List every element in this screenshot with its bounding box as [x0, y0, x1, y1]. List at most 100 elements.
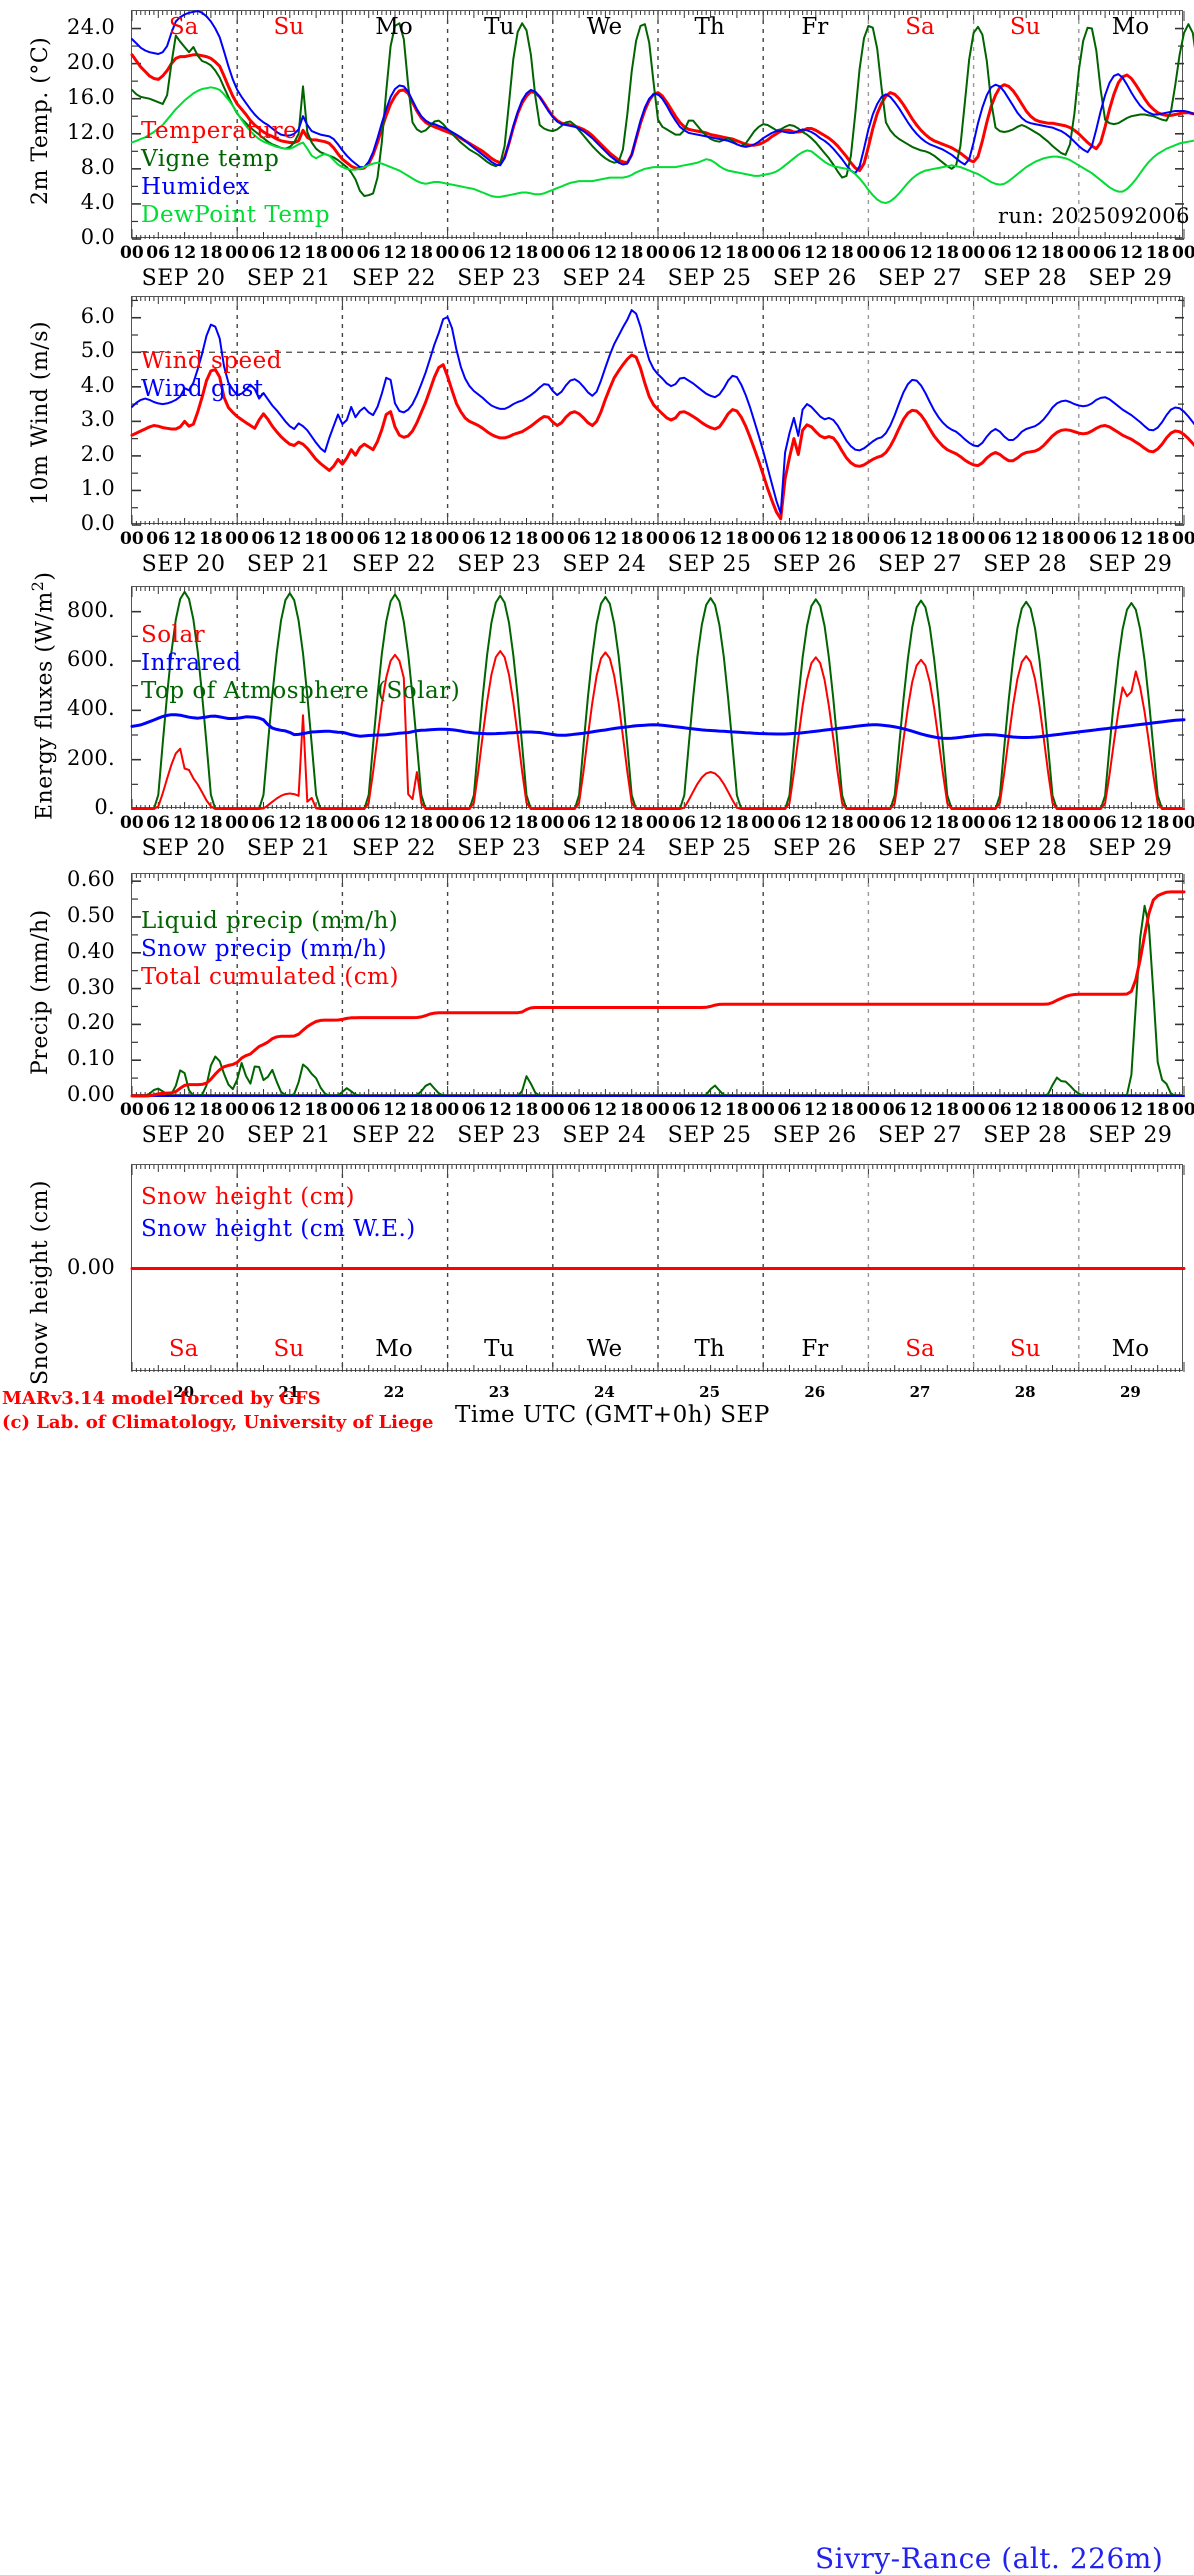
hour-tick-label: 00	[751, 1100, 775, 1120]
hour-tick-label: 00	[225, 1100, 249, 1120]
hour-tick-label: 06	[777, 813, 802, 833]
hour-tick-label: 00	[435, 1100, 460, 1120]
date-label: SEP 25	[667, 1123, 752, 1148]
hour-tick-label: 18	[619, 529, 644, 549]
hour-tick-label: 18	[304, 813, 328, 833]
hour-tick-label: 12	[172, 1100, 197, 1120]
legend-item-snow-precip-mm-h-: Snow precip (mm/h)	[141, 936, 388, 962]
date-label: SEP 22	[352, 266, 436, 291]
hour-tick-label: 06	[356, 529, 381, 549]
hour-tick-label: 00	[1066, 813, 1091, 833]
hour-tick-label: 12	[803, 1100, 828, 1120]
weekday-label-bottom: Mo	[1111, 1336, 1150, 1362]
y-tick-label: 16.0	[67, 84, 115, 109]
hour-tick-label: 12	[172, 243, 197, 263]
y-tick-label: 0.0	[80, 225, 115, 249]
series-dewpoint-temp	[131, 86, 1194, 204]
hour-tick-label: 00	[120, 243, 144, 263]
date-label: SEP 27	[878, 1123, 962, 1148]
hour-tick-label: 06	[672, 243, 696, 263]
hour-tick-label: 18	[1145, 1100, 1170, 1120]
hour-tick-label: 06	[672, 1100, 696, 1120]
series-temperature	[130, 53, 1194, 173]
legend-item-wind-gust: Wind gust	[141, 376, 264, 402]
date-label: SEP 26	[772, 1123, 857, 1148]
hour-tick-label: 12	[277, 529, 302, 549]
date-label: SEP 21	[246, 1123, 331, 1148]
hour-tick-label: 00	[646, 243, 670, 263]
hour-tick-label: 18	[198, 243, 223, 263]
hour-tick-label: 12	[1014, 1100, 1038, 1120]
legend-item-infrared: Infrared	[141, 650, 242, 676]
hour-tick-label: 06	[356, 1100, 381, 1120]
hour-tick-label: 06	[356, 813, 381, 833]
hour-tick-label: 00	[646, 529, 670, 549]
date-label: SEP 26	[772, 266, 857, 291]
hour-tick-label: 12	[593, 529, 618, 549]
hour-tick-label: 12	[1014, 529, 1038, 549]
hour-tick-label: 00	[856, 243, 881, 263]
hour-tick-label: 18	[1145, 813, 1170, 833]
hour-tick-label: 18	[724, 529, 749, 549]
hour-tick-label: 18	[514, 529, 539, 549]
hour-tick-label: 06	[251, 529, 276, 549]
hour-tick-label: 06	[672, 813, 696, 833]
y-tick-label: 0.0	[80, 511, 115, 535]
hour-tick-label: 06	[882, 243, 907, 263]
date-label: SEP 25	[667, 836, 752, 861]
date-label: SEP 22	[352, 552, 436, 577]
weekday-label-top: Su	[273, 14, 305, 40]
hour-tick-label: 06	[461, 529, 486, 549]
y-tick-label: 0.20	[67, 1010, 115, 1035]
panel-snow-height: Snow height (cm) Sivry-Rance (alt. 226m)…	[0, 1140, 1194, 2575]
hour-tick-label: 18	[830, 1100, 854, 1120]
panel-temperature: 2m Temp. (°C) run: 2025092006 0.0 4.0 8.0 1…	[0, 0, 1194, 291]
hour-tick-label: 00	[751, 243, 775, 263]
hour-tick-label: 00	[1172, 1100, 1194, 1120]
date-label: SEP 21	[246, 836, 331, 861]
hour-tick-label: 18	[304, 243, 328, 263]
date-label: SEP 20	[141, 552, 226, 577]
hour-tick-label: 18	[619, 243, 644, 263]
hour-tick-label: 00	[330, 243, 355, 263]
hour-tick-label: 00	[856, 813, 881, 833]
hour-tick-label: 00	[330, 813, 355, 833]
y-tick-label: 12.0	[67, 119, 115, 144]
hour-tick-label: 06	[777, 1100, 802, 1120]
hour-tick-label: 06	[356, 243, 381, 263]
weekday-label-bottom: Th	[694, 1336, 725, 1362]
date-label: SEP 22	[352, 1123, 436, 1148]
hour-tick-label: 00	[540, 243, 565, 263]
date-label: SEP 24	[562, 1123, 647, 1148]
hour-tick-label: 18	[304, 529, 328, 549]
series-wind-speed	[130, 353, 1194, 521]
date-label: SEP 25	[667, 552, 752, 577]
y-tick-label: 0.60	[67, 867, 115, 892]
date-label: SEP 27	[878, 552, 962, 577]
hour-tick-label: 06	[882, 529, 907, 549]
legend-item-dewpoint-temp: DewPoint Temp	[141, 202, 331, 228]
legend-item-snow-height-cm-w-e-: Snow height (cm W.E.)	[141, 1216, 416, 1242]
hour-tick-label: 12	[172, 813, 197, 833]
hour-tick-label: 12	[593, 1100, 618, 1120]
date-label: SEP 27	[878, 266, 962, 291]
plot-area-wind	[130, 296, 1194, 526]
series-wind-gust	[131, 309, 1194, 515]
y-tick-label: 5.0	[80, 338, 115, 363]
hour-tick-label: 06	[882, 813, 907, 833]
hour-tick-label: 06	[567, 529, 591, 549]
hour-tick-label: 00	[435, 529, 460, 549]
hour-tick-label: 12	[383, 813, 407, 833]
hour-tick-label: 18	[1040, 529, 1065, 549]
hour-tick-label: 06	[251, 243, 276, 263]
y-tick-label: 400.	[67, 696, 115, 721]
date-label: SEP 25	[667, 266, 752, 291]
date-label: SEP 26	[772, 836, 857, 861]
date-label: SEP 20	[141, 1123, 226, 1148]
y-tick-label: 0.	[94, 795, 115, 819]
weekday-label-top: Sa	[905, 14, 935, 40]
y-tick-label: 4.0	[80, 372, 115, 397]
date-label: SEP 27	[878, 836, 962, 861]
weekday-label-bottom: Sa	[905, 1336, 935, 1362]
hour-tick-label: 06	[461, 1100, 486, 1120]
